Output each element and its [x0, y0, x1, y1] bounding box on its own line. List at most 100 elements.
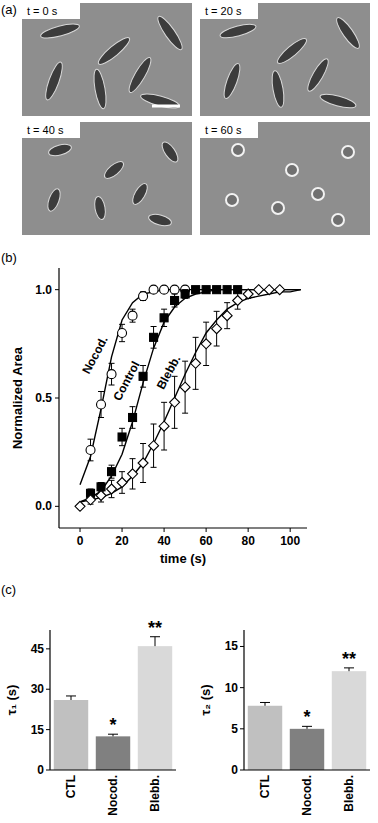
significance: ** — [342, 649, 356, 669]
bar — [54, 700, 88, 770]
frame-label-box — [200, 122, 258, 138]
marker — [128, 469, 138, 479]
x-axis — [50, 769, 176, 770]
x-axis — [244, 769, 370, 770]
curve-label: Control — [110, 359, 142, 403]
y-tick — [240, 687, 244, 688]
panel-label: (a) — [1, 2, 17, 17]
marker — [181, 290, 189, 298]
cell — [221, 62, 243, 100]
marker — [149, 441, 159, 451]
y-tick-label: 0 — [37, 763, 44, 777]
x-tick — [206, 528, 207, 532]
category-label: Blebb. — [342, 775, 356, 812]
cell — [130, 181, 150, 206]
y-tick-label: 5 — [231, 722, 238, 736]
fit-curve — [80, 290, 301, 485]
marker — [160, 314, 168, 322]
cell — [270, 70, 286, 108]
cell — [95, 34, 132, 67]
y-axis-label: τ₂ (s) — [198, 684, 213, 715]
y-tick — [240, 646, 244, 647]
y-tick-label: 45 — [31, 642, 45, 656]
marker — [171, 297, 179, 305]
cell — [92, 68, 109, 109]
curve-label: Nocod. — [79, 334, 110, 376]
error-bar — [172, 294, 178, 307]
y-tick — [55, 289, 59, 290]
y-tick — [55, 506, 59, 507]
category-label: CTL — [64, 775, 78, 798]
fit-curve — [80, 290, 301, 502]
y-tick — [46, 770, 50, 771]
x-tick-label: 40 — [157, 534, 171, 548]
category-label: Nocod. — [106, 775, 120, 816]
marker — [222, 311, 232, 321]
curve-label: Blebb. — [154, 353, 184, 392]
cell — [47, 142, 72, 158]
scale-bar — [152, 105, 180, 108]
figure: (a)t = 0 st = 20 st = 40 st = 60 s(b)020… — [0, 0, 378, 823]
cell — [93, 196, 107, 221]
error-bar — [150, 637, 160, 646]
y-tick — [46, 648, 50, 649]
x-axis — [59, 527, 307, 528]
plot-area — [248, 668, 366, 770]
cell — [275, 35, 310, 66]
marker — [254, 285, 264, 295]
marker — [150, 333, 158, 341]
significance: ** — [148, 618, 162, 638]
cell — [42, 60, 65, 101]
significance: * — [303, 707, 310, 727]
image-frame: t = 20 s — [200, 3, 370, 116]
cell — [39, 21, 80, 41]
significance: * — [109, 715, 116, 735]
cell — [147, 212, 172, 228]
cell — [312, 188, 324, 200]
image-background — [200, 122, 370, 235]
error-bar — [161, 309, 167, 326]
marker — [243, 289, 253, 299]
x-tick — [248, 528, 249, 532]
marker — [201, 339, 211, 349]
marker — [117, 478, 127, 488]
error-bar — [130, 407, 136, 429]
marker — [118, 433, 126, 441]
cell — [102, 159, 126, 182]
plot-area — [75, 285, 301, 512]
cell — [319, 91, 357, 110]
x-tick — [122, 528, 123, 532]
y-tick — [46, 729, 50, 730]
x-tick-label: 0 — [77, 534, 84, 548]
marker — [202, 286, 210, 294]
x-tick-label: 60 — [199, 534, 213, 548]
marker — [96, 491, 106, 501]
y-axis-label: τ₁ (s) — [4, 685, 19, 716]
marker — [192, 286, 200, 294]
panel-label: (b) — [1, 250, 17, 265]
category-label: CTL — [258, 775, 272, 798]
marker — [138, 458, 148, 468]
marker — [170, 397, 180, 407]
cell — [286, 164, 298, 176]
x-tick-label: 20 — [115, 534, 129, 548]
image-background — [22, 3, 192, 116]
error-bar — [109, 465, 115, 478]
image-background — [200, 3, 370, 116]
bar — [96, 736, 130, 770]
category-label: Nocod. — [300, 775, 314, 816]
cell — [272, 202, 284, 214]
y-tick — [55, 398, 59, 399]
panel-label: (c) — [1, 582, 16, 597]
cell — [333, 15, 362, 51]
image-frame: t = 0 s — [22, 3, 192, 116]
cell — [139, 91, 180, 111]
frame-label: t = 20 s — [205, 5, 242, 17]
marker — [75, 501, 85, 511]
frame-label-box — [22, 122, 80, 138]
marker — [86, 495, 96, 505]
marker — [233, 296, 243, 306]
frame-label: t = 0 s — [27, 5, 58, 17]
marker — [139, 372, 147, 380]
error-bar — [119, 428, 125, 445]
